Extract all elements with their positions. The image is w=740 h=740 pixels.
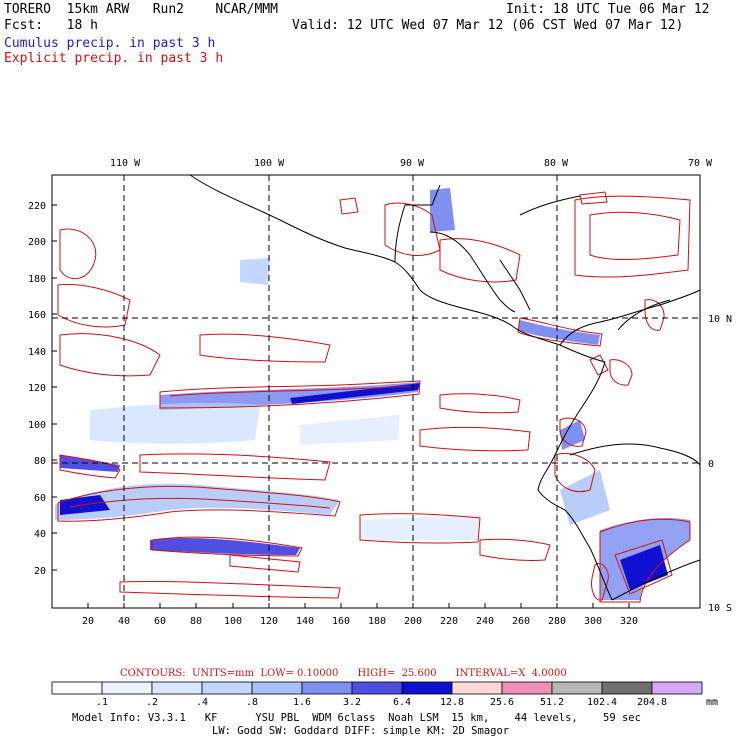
colorbar-swatch xyxy=(351,681,403,695)
y-tick-label: 140 xyxy=(28,347,46,358)
colorbar-label: 51.2 xyxy=(539,697,565,708)
colorbar-swatch xyxy=(51,681,103,695)
x-tick-label: 180 xyxy=(368,616,386,627)
y-tick-label: 60 xyxy=(34,493,46,504)
colorbar-swatch xyxy=(551,681,603,695)
x-tick-label: 140 xyxy=(296,616,314,627)
x-tick-label: 20 xyxy=(82,616,94,627)
x-tick-label: 320 xyxy=(620,616,638,627)
y-tick-label: 220 xyxy=(28,201,46,212)
coastlines xyxy=(189,174,701,601)
colorbar-label: 204.8 xyxy=(636,697,668,708)
x-tick-label: 260 xyxy=(512,616,530,627)
colorbar-label: 6.4 xyxy=(392,697,412,708)
colorbar-swatch xyxy=(651,681,703,695)
axis-ticks xyxy=(52,204,630,608)
colorbar-swatch xyxy=(201,681,253,695)
colorbar-label: 102.4 xyxy=(586,697,618,708)
y-tick-label: 120 xyxy=(28,383,46,394)
x-tick-label: 240 xyxy=(476,616,494,627)
lon-label-90w: 90 W xyxy=(400,158,425,169)
colorbar-swatch xyxy=(451,681,503,695)
model-title: TORERO 15km ARW Run2 NCAR/MMM xyxy=(4,2,278,17)
y-tick-label: 40 xyxy=(34,529,46,540)
lon-label-110w: 110 W xyxy=(110,158,141,169)
valid-time: Valid: 12 UTC Wed 07 Mar 12 (06 CST Wed … xyxy=(292,18,684,33)
colorbar-label: .2 xyxy=(145,697,159,708)
colorbar-label: .8 xyxy=(245,697,259,708)
y-tick-label: 100 xyxy=(28,420,46,431)
colorbar-swatch xyxy=(151,681,203,695)
lat-label-10s: 10 S xyxy=(708,603,732,614)
cumulus-shading xyxy=(55,188,690,600)
colorbar-swatch xyxy=(501,681,553,695)
x-tick-label: 220 xyxy=(440,616,458,627)
model-info-line1: Model Info: V3.3.1 KF YSU PBL WDM 6class… xyxy=(72,712,641,724)
x-tick-label: 100 xyxy=(224,616,242,627)
lat-label-10n: 10 N xyxy=(708,314,732,325)
colorbar-label: .4 xyxy=(195,697,209,708)
colorbar-swatch xyxy=(601,681,653,695)
colorbar-label: .1 xyxy=(95,697,109,708)
contours-info: CONTOURS: UNITS=mm LOW= 0.10000 HIGH= 25… xyxy=(120,668,567,679)
x-tick-label: 300 xyxy=(584,616,602,627)
colorbar-swatch xyxy=(401,681,453,695)
x-tick-label: 160 xyxy=(332,616,350,627)
x-tick-label: 200 xyxy=(404,616,422,627)
lon-label-100w: 100 W xyxy=(254,158,285,169)
colorbar-swatch xyxy=(301,681,353,695)
x-tick-label: 40 xyxy=(118,616,130,627)
y-tick-label: 180 xyxy=(28,274,46,285)
x-tick-label: 60 xyxy=(154,616,166,627)
y-tick-label: 20 xyxy=(34,566,46,577)
x-tick-label: 120 xyxy=(260,616,278,627)
y-tick-label: 200 xyxy=(28,237,46,248)
legend-explicit: Explicit precip. in past 3 h xyxy=(4,51,224,66)
lat-label-0: 0 xyxy=(708,459,714,470)
colorbar-unit: mm xyxy=(706,697,719,708)
colorbar-swatch xyxy=(101,681,153,695)
init-time: Init: 18 UTC Tue 06 Mar 12 xyxy=(506,2,710,17)
colorbar xyxy=(51,681,703,695)
x-tick-label: 280 xyxy=(548,616,566,627)
model-info-line2: LW: Godd SW: Goddard DIFF: simple KM: 2D… xyxy=(212,725,510,737)
x-tick-label: 80 xyxy=(190,616,202,627)
colorbar-swatch xyxy=(251,681,303,695)
colorbar-label: 1.6 xyxy=(292,697,312,708)
lon-label-70w: 70 W xyxy=(688,158,713,169)
map-frame xyxy=(51,174,701,609)
colorbar-label: 3.2 xyxy=(342,697,362,708)
lon-label-80w: 80 W xyxy=(544,158,569,169)
explicit-contours xyxy=(57,191,691,603)
colorbar-label: 25.6 xyxy=(489,697,515,708)
y-tick-label: 80 xyxy=(34,456,46,467)
colorbar-label: 12.8 xyxy=(439,697,465,708)
forecast-hour: Fcst: 18 h xyxy=(4,18,98,33)
legend-cumulus: Cumulus precip. in past 3 h xyxy=(4,36,216,51)
lat-lon-grid xyxy=(52,175,700,608)
y-tick-label: 160 xyxy=(28,310,46,321)
